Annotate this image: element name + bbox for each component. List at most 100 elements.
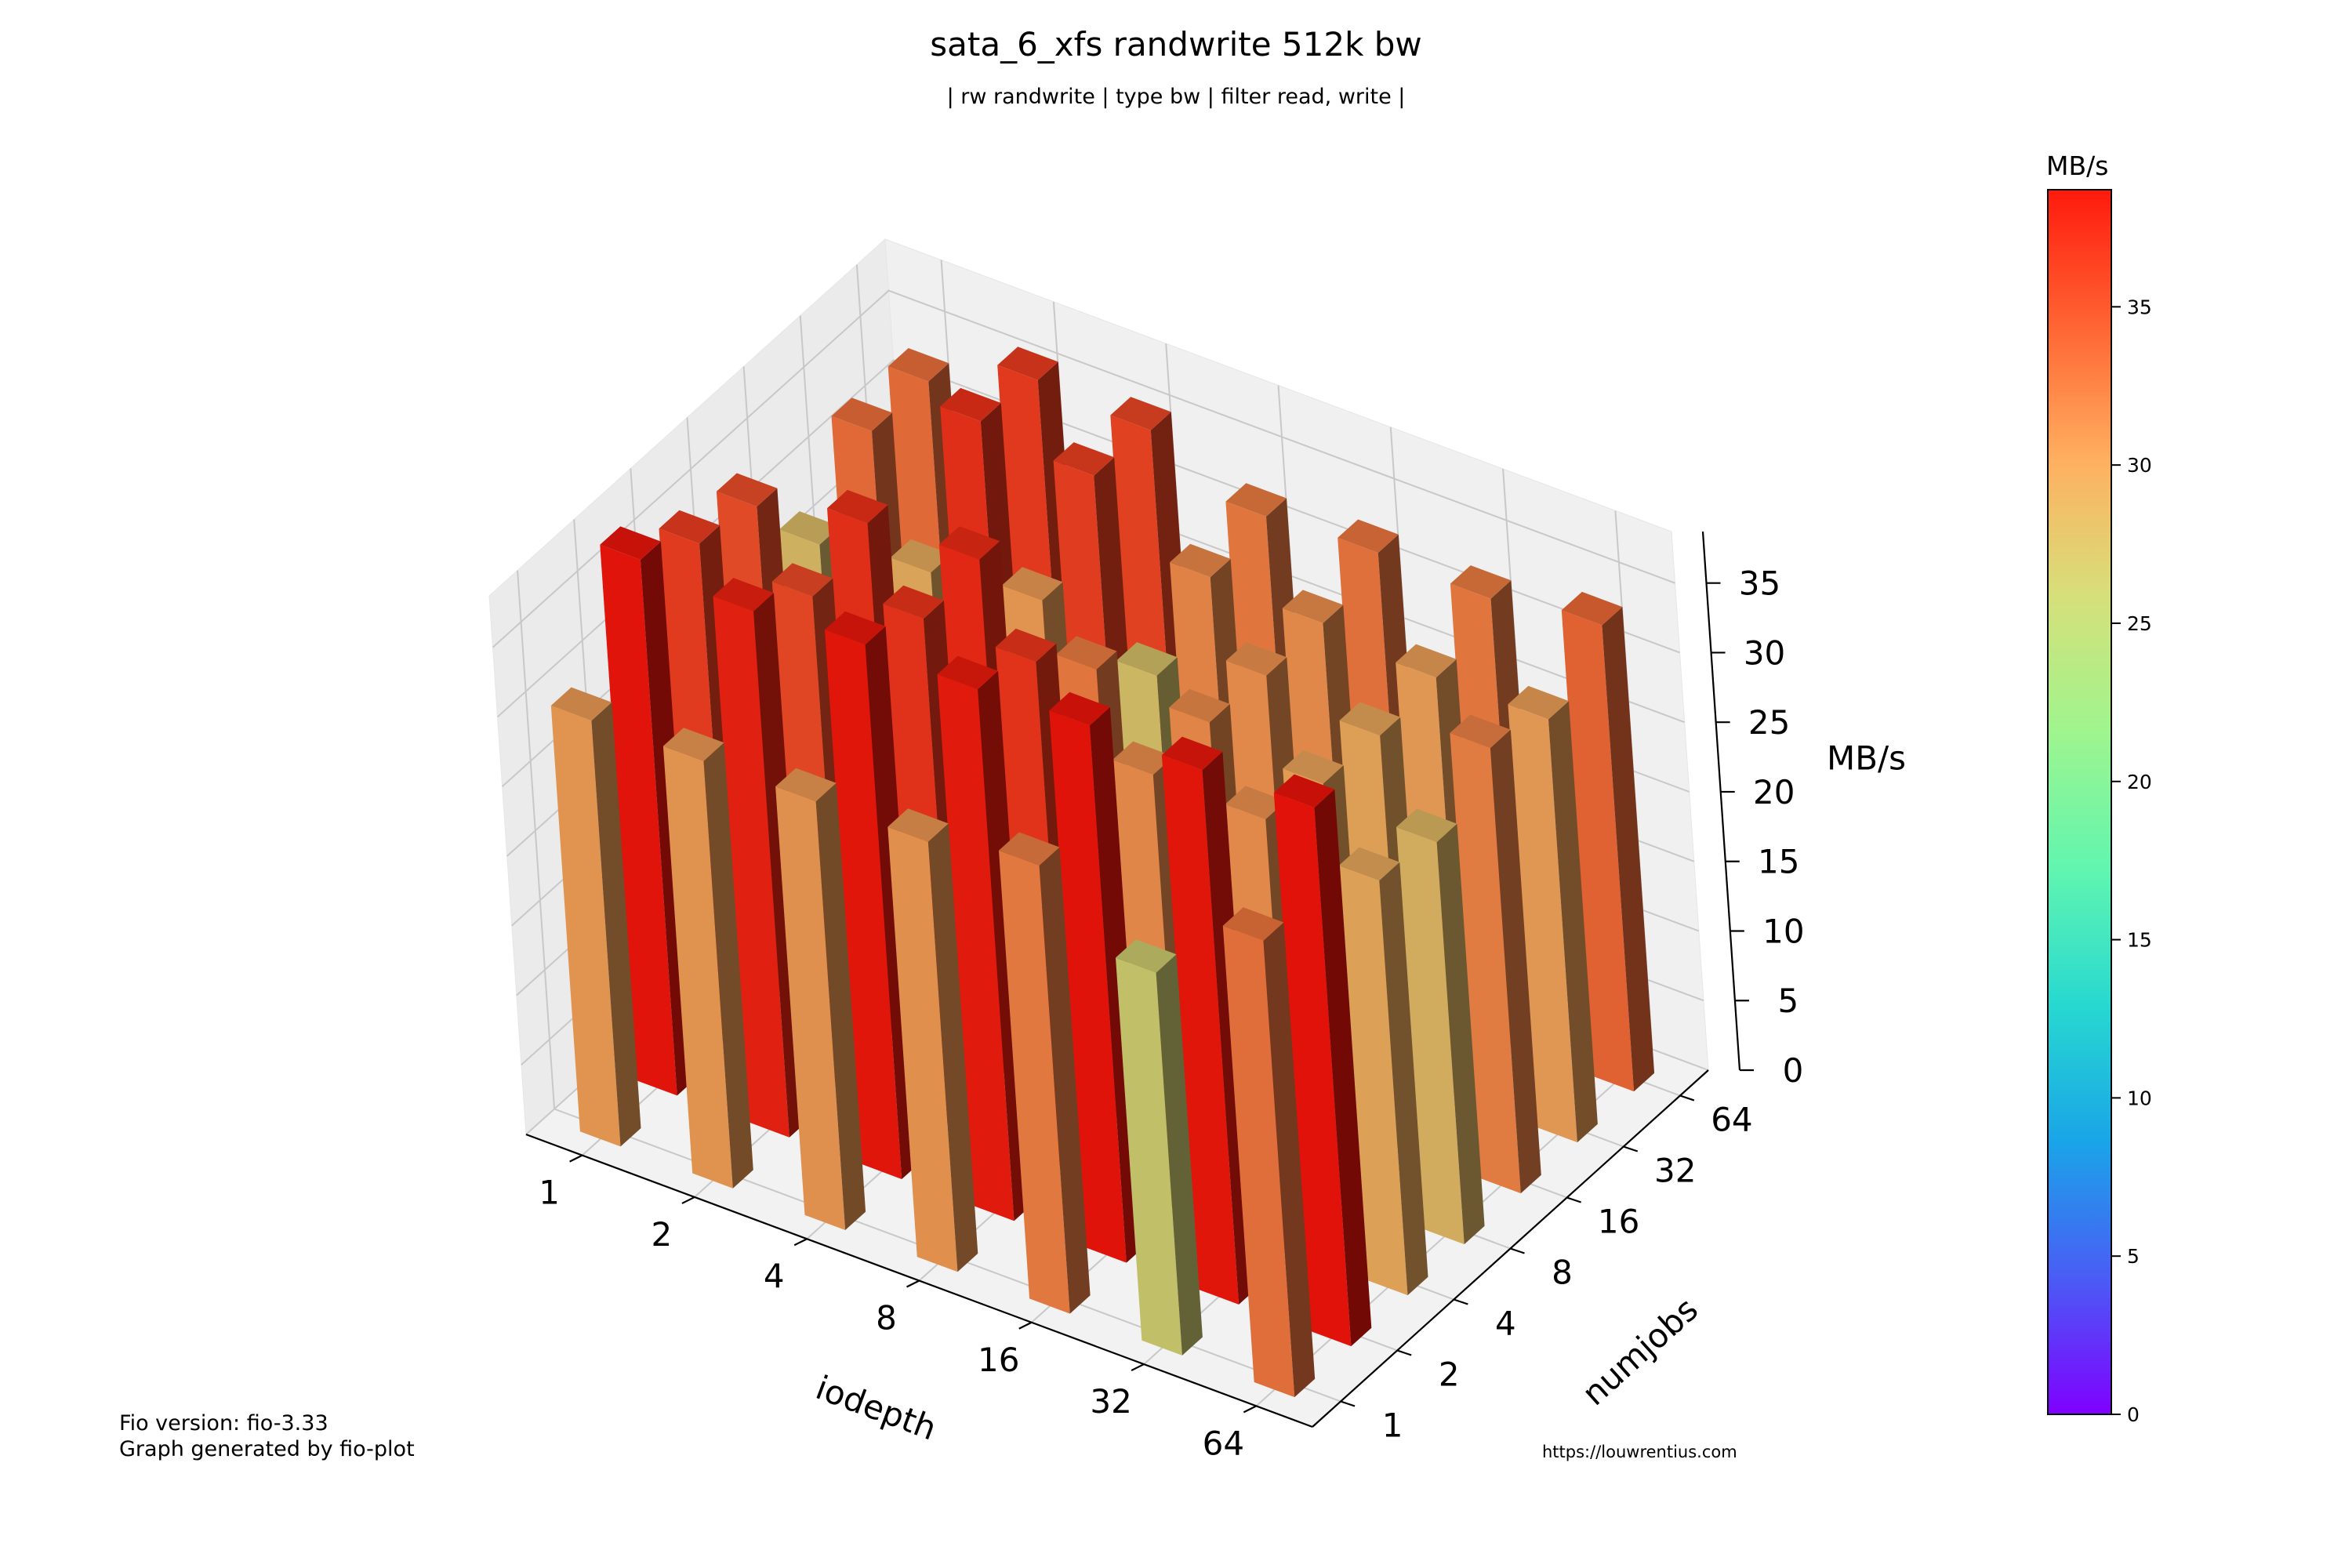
bar-front-face [775,786,846,1230]
bar-front-face [662,746,733,1189]
colorbar-tick-label: 20 [2127,771,2152,793]
bar-front-face [937,674,1014,1221]
bar-top-face [662,728,724,761]
x-axis-label: iodepth [811,1368,942,1448]
bar-top-face [1450,714,1511,749]
bar-top-face [1225,786,1287,819]
bar-top-face [600,526,661,560]
colorbar-tick-label: 5 [2127,1245,2140,1268]
bar-front-face [600,544,677,1096]
bar-top-face [771,563,833,597]
bar-top-face [937,655,999,690]
bar-front-face [887,826,958,1272]
bar-top-face [999,832,1060,866]
bar-top-face [1112,741,1174,775]
bar-side-face [1602,607,1655,1092]
y-tick-label: 32 [1654,1152,1696,1190]
x-tick-label: 64 [1203,1424,1244,1462]
x-tick-label: 16 [978,1341,1019,1379]
bar-top-face [887,808,949,842]
bar-top-face [1222,907,1284,941]
bar-top-face [1396,644,1457,678]
bar-top-face [1338,519,1399,554]
y-tick-label: 4 [1495,1305,1516,1343]
z-tick-label: 10 [1762,912,1804,950]
x-tick-label: 1 [539,1174,560,1212]
bar-top-face [1450,565,1512,599]
z-tick-label: 15 [1758,843,1799,881]
bar-2-1 [662,728,753,1189]
y-tick-label: 16 [1598,1203,1639,1241]
bar-side-face [1379,862,1428,1296]
z-tick-label: 20 [1753,773,1795,811]
bars [550,347,1655,1398]
bar-top-face [1049,691,1110,726]
x-tick-label: 4 [764,1257,785,1295]
bar-8-1 [887,808,978,1272]
bar-front-face [1222,925,1295,1398]
bar-side-face [1314,789,1372,1347]
colorbar-tick-label: 30 [2127,454,2152,477]
bar-64-4 [1338,847,1428,1296]
bar-top-face [1001,567,1063,601]
bar-top-face [827,489,888,524]
bar-front-face [1450,732,1521,1194]
grid-line-y [517,570,556,1109]
bar-top-face [1396,808,1457,843]
bar-64-32 [1508,685,1598,1143]
bar-top-face [1110,397,1171,430]
bar-side-face [1490,729,1541,1194]
bar-top-face [716,473,778,507]
y-tick-label: 2 [1439,1356,1460,1394]
bar-top-face [1283,750,1344,784]
bar-top-face [1508,685,1569,720]
bar-front-face [1561,610,1635,1092]
bar-front-face [1116,957,1182,1356]
colorbar-tick-label: 0 [2127,1403,2140,1426]
bar-front-face [1338,866,1408,1296]
y-tick-label: 8 [1552,1254,1573,1292]
fio-version-text: Fio version: fio-3.33 [119,1411,328,1436]
x-tick-label: 32 [1090,1382,1131,1421]
bar-64-2 [1273,774,1372,1347]
bar-top-face [1273,774,1335,808]
colorbar-label: MB/s [2046,151,2109,181]
bar-64-1 [1222,907,1316,1398]
bar-top-face [1116,939,1177,973]
bar-top-face [1169,688,1230,723]
bar-top-face [831,397,892,431]
bar-top-face [1170,543,1231,578]
chart-title: sata_6_xfs randwrite 512k bw [930,25,1422,64]
bar-front-face [825,630,902,1179]
bar-side-face [591,702,641,1147]
z-axis-line [1701,531,1741,1071]
bar-32-1 [1116,939,1203,1356]
bar-front-face [1049,710,1127,1263]
colorbar-gradient [2047,189,2112,1415]
bar-front-face [550,706,621,1147]
bar-front-face [713,596,789,1138]
bar-front-face [1508,704,1577,1143]
z-tick-label: 35 [1739,564,1780,603]
bar-16-1 [999,832,1091,1314]
bar-top-face [997,347,1058,380]
colorbar-tick-label: 10 [2127,1087,2152,1109]
bar-top-face [887,348,949,382]
y-tick-label: 1 [1382,1406,1403,1445]
bar-side-face [1039,847,1091,1314]
bar-top-face [1282,590,1344,623]
z-tick-label: 30 [1744,633,1785,672]
bar-side-face [1263,922,1316,1398]
bar-top-face [1056,636,1117,670]
generator-text: Graph generated by fio-plot [119,1437,415,1461]
bar-side-face [1436,823,1485,1245]
bar-top-face [775,768,837,802]
bar-top-face [1225,483,1287,517]
colorbar: 0 5 10 15 20 25 30 35 [2047,189,2152,1426]
bar-top-face [825,611,886,645]
bar-top-face [1161,736,1223,771]
bar-1-1 [550,687,641,1147]
bar-64-64 [1561,591,1655,1092]
x-tick-label: 2 [652,1215,673,1254]
